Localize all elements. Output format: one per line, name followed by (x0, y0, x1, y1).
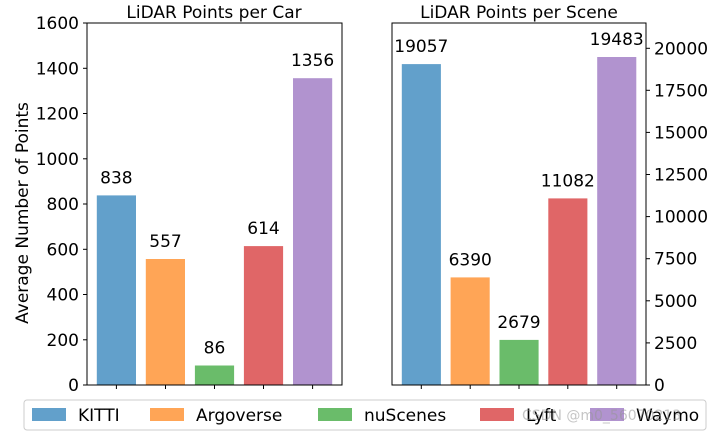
legend-label: Lyft (526, 406, 557, 426)
legend-swatch (150, 408, 184, 421)
legend-swatch (32, 408, 66, 421)
legend: KITTI Argoverse nuScenes Lyft Waymo (23, 399, 707, 431)
y-tick-label: 2500 (654, 334, 697, 354)
legend-label: Argoverse (196, 406, 282, 426)
legend-swatch (480, 408, 514, 421)
y-tick-label: 600 (47, 240, 79, 260)
y-ticks: 0 2500 5000 7500 10000 12500 15000 17500 20000 (646, 39, 708, 396)
legend-swatch (318, 408, 352, 421)
bar-lyft (548, 198, 588, 385)
value-label: 19483 (590, 30, 644, 50)
y-tick-label: 20000 (654, 39, 708, 59)
value-label: 11082 (541, 171, 595, 191)
bar-lyft (243, 246, 284, 385)
value-labels: 19057 6390 2679 11082 19483 (394, 30, 643, 333)
bar-argoverse (145, 259, 185, 385)
chart-title: LiDAR Points per Scene (420, 3, 618, 23)
legend-item-nuscenes: nuScenes (318, 406, 446, 426)
legend-item-kitti: KITTI (32, 406, 120, 426)
legend-label: KITTI (78, 406, 120, 426)
y-tick-label: 200 (47, 331, 79, 351)
y-tick-label: 800 (47, 195, 79, 215)
value-label: 2679 (497, 313, 540, 333)
y-axis-label: Average Number of Points (13, 102, 33, 324)
chart-points-per-car: LiDAR Points per Car Average Number of P… (13, 3, 343, 396)
y-tick-label: 7500 (654, 250, 697, 270)
value-label: 19057 (394, 37, 448, 57)
y-ticks: 0 200 400 600 800 1000 1200 1400 1600 (36, 14, 87, 396)
legend-entries: KITTI Argoverse nuScenes Lyft Waymo (32, 406, 699, 426)
value-label: 557 (149, 232, 181, 252)
chart-points-per-scene: LiDAR Points per Scene 19057 6390 2679 1108… (391, 3, 708, 396)
bars (401, 57, 637, 385)
value-label: 86 (204, 339, 226, 359)
bar-nuscenes (499, 339, 539, 385)
chart-title: LiDAR Points per Car (126, 3, 301, 23)
y-tick-label: 12500 (654, 166, 708, 186)
bar-kitti (401, 64, 441, 385)
bar-waymo (293, 78, 333, 385)
value-labels: 838 557 86 614 1356 (100, 51, 334, 358)
legend-item-waymo: Waymo (590, 406, 699, 426)
bars (96, 78, 333, 385)
y-tick-label: 1000 (36, 150, 79, 170)
bar-argoverse (450, 277, 490, 385)
legend-label: Waymo (636, 406, 699, 426)
value-label: 614 (247, 219, 279, 239)
y-tick-label: 1200 (36, 105, 79, 125)
y-tick-label: 1400 (36, 59, 79, 79)
bar-kitti (96, 195, 136, 385)
y-tick-label: 0 (68, 376, 79, 396)
value-label: 6390 (449, 250, 492, 270)
y-tick-label: 15000 (654, 123, 708, 143)
plot-frame (391, 22, 647, 386)
legend-item-argoverse: Argoverse (150, 406, 282, 426)
y-tick-label: 0 (654, 376, 665, 396)
y-tick-label: 10000 (654, 208, 708, 228)
bar-nuscenes (194, 365, 235, 385)
legend-label: nuScenes (364, 406, 446, 426)
bar-waymo (597, 57, 637, 385)
y-tick-label: 1600 (36, 14, 79, 34)
legend-frame (23, 399, 707, 431)
y-tick-label: 400 (47, 286, 79, 306)
y-tick-label: 5000 (654, 292, 697, 312)
legend-swatch (590, 408, 624, 421)
x-ticks (115, 385, 314, 389)
value-label: 1356 (291, 51, 334, 71)
y-tick-label: 17500 (654, 81, 708, 101)
plot-frame (86, 22, 343, 386)
legend-item-lyft: Lyft (480, 406, 557, 426)
x-ticks (420, 385, 618, 389)
value-label: 838 (100, 168, 132, 188)
